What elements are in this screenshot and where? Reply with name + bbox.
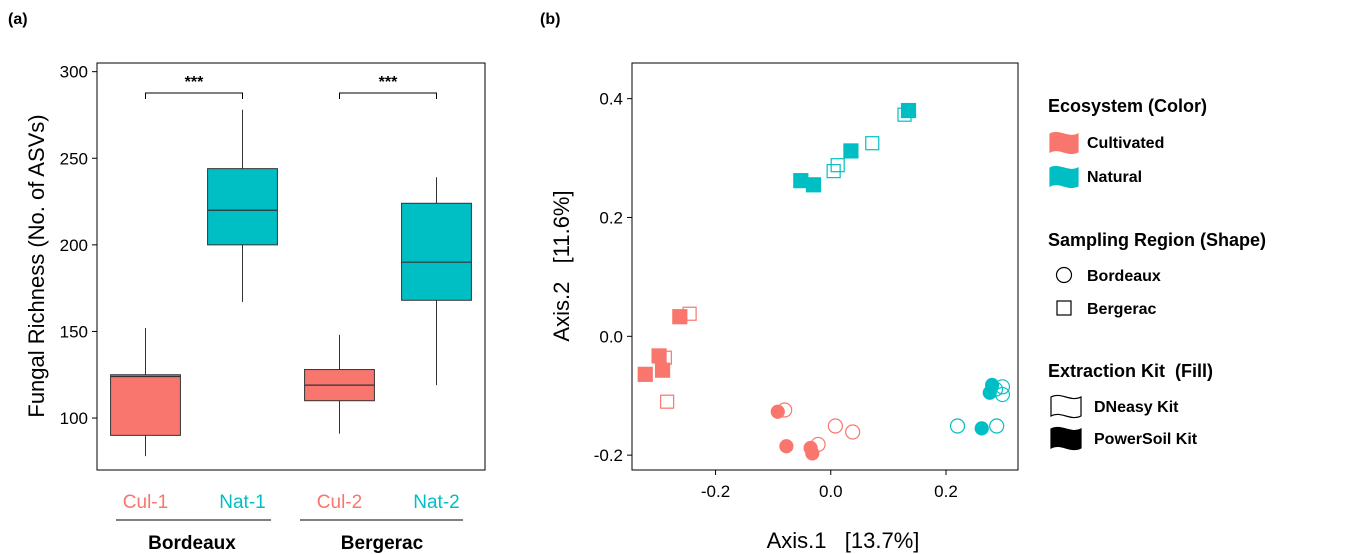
- data-point-cultivated-bergerac-powersoil: [651, 348, 667, 364]
- category-label-cul-1: Cul-1: [123, 492, 168, 513]
- box-iqr: [207, 168, 278, 246]
- boxplot-panel: Fungal Richness (No. of ASVs) 100 150 200 2…: [24, 62, 486, 554]
- legend-square-shape: [1056, 300, 1072, 316]
- box-cul-1: [110, 327, 181, 457]
- legend-ecosystem-title: Ecosystem (Color): [1048, 96, 1207, 116]
- significance-label: ***: [379, 74, 398, 91]
- data-point-natural-bergerac-powersoil: [805, 177, 822, 193]
- box-nat-1: [207, 109, 278, 303]
- box-cul-2: [304, 334, 375, 434]
- legend-powersoil-label: PowerSoil Kit: [1094, 431, 1198, 448]
- boxplot-frame: [96, 62, 486, 471]
- data-point-natural-bergerac-dneasy: [897, 107, 912, 122]
- y-tick-label: 0.0: [599, 327, 623, 346]
- data-point-cultivated-bordeaux-powersoil: [779, 439, 794, 454]
- legend-open-fill-swatch: [1050, 394, 1082, 419]
- data-point-natural-bergerac-powersoil: [900, 102, 917, 119]
- data-point-cultivated-bergerac-powersoil: [654, 362, 671, 378]
- scatter-frame: [631, 62, 1019, 471]
- legend-solid-fill-swatch: [1050, 426, 1082, 451]
- box-nat-2: [401, 177, 472, 386]
- y-tick-label: 0.2: [599, 208, 623, 227]
- data-point-natural-bordeaux-dneasy: [949, 418, 966, 434]
- box-iqr: [110, 374, 181, 436]
- box-iqr: [401, 202, 472, 301]
- y-tick-label: -0.2: [594, 446, 623, 465]
- data-point-natural-bordeaux-dneasy: [994, 379, 1011, 395]
- legend-cultivated-label: Cultivated: [1087, 135, 1164, 152]
- y-tick-label: 100: [60, 409, 88, 428]
- significance-label: ***: [185, 74, 204, 91]
- data-point-cultivated-bergerac-dneasy: [660, 394, 675, 409]
- scatter-panel: Axis.2 [11.6%] Axis.1 [13.7%] -0.2 0.0 0.2…: [549, 62, 1019, 553]
- data-point-cultivated-bordeaux-dneasy: [845, 424, 861, 440]
- data-point-natural-bergerac-dneasy: [865, 136, 880, 151]
- significance-bracket: [145, 92, 243, 99]
- panel-a-label: (a): [8, 11, 28, 28]
- data-point-cultivated-bergerac-powersoil: [637, 366, 653, 382]
- legend: Ecosystem (Color) Cultivated Natural Sam…: [1048, 96, 1266, 451]
- y-tick-label: 200: [60, 236, 88, 255]
- data-point-cultivated-bordeaux-powersoil: [770, 404, 785, 419]
- x-tick-label: -0.2: [701, 482, 730, 501]
- category-label-nat-2: Nat-2: [413, 492, 459, 513]
- data-point-natural-bergerac-powersoil: [793, 173, 809, 189]
- legend-natural-label: Natural: [1087, 169, 1142, 186]
- scatter-x-axis-title: Axis.1 [13.7%]: [767, 528, 920, 553]
- data-point-natural-bordeaux-powersoil: [982, 385, 997, 400]
- data-point-natural-bergerac-powersoil: [843, 143, 859, 159]
- group-label-bordeaux: Bordeaux: [148, 533, 236, 554]
- data-point-natural-bordeaux-powersoil: [974, 421, 989, 436]
- category-label-cul-2: Cul-2: [317, 492, 362, 513]
- y-tick-label: 250: [60, 149, 88, 168]
- legend-cultivated-swatch: [1049, 131, 1079, 155]
- legend-circle-shape: [1055, 266, 1073, 284]
- data-point-cultivated-bordeaux-powersoil: [805, 446, 820, 461]
- data-point-natural-bordeaux-dneasy: [989, 418, 1005, 434]
- legend-dneasy-label: DNeasy Kit: [1094, 399, 1179, 416]
- legend-bordeaux-label: Bordeaux: [1087, 268, 1161, 285]
- y-tick-label: 0.4: [599, 90, 623, 109]
- legend-kit-title: Extraction Kit (Fill): [1048, 361, 1213, 381]
- data-point-cultivated-bordeaux-dneasy: [827, 418, 843, 434]
- group-label-bergerac: Bergerac: [341, 533, 424, 554]
- panel-b-label: (b): [540, 11, 560, 28]
- data-point-natural-bergerac-dneasy: [826, 164, 841, 179]
- data-point-natural-bordeaux-dneasy: [994, 386, 1011, 403]
- legend-natural-swatch: [1049, 165, 1079, 189]
- x-tick-label: 0.0: [819, 482, 843, 501]
- x-tick-label: 0.2: [934, 482, 958, 501]
- y-tick-label: 300: [60, 63, 88, 82]
- boxplot-y-axis-title: Fungal Richness (No. of ASVs): [24, 114, 49, 417]
- y-tick-label: 150: [60, 322, 88, 341]
- legend-bergerac-label: Bergerac: [1087, 301, 1156, 318]
- legend-region-title: Sampling Region (Shape): [1048, 230, 1266, 250]
- scatter-y-axis-title: Axis.2 [11.6%]: [549, 190, 574, 341]
- data-point-cultivated-bergerac-powersoil: [672, 309, 688, 325]
- significance-bracket: [339, 92, 437, 99]
- category-label-nat-1: Nat-1: [219, 492, 265, 513]
